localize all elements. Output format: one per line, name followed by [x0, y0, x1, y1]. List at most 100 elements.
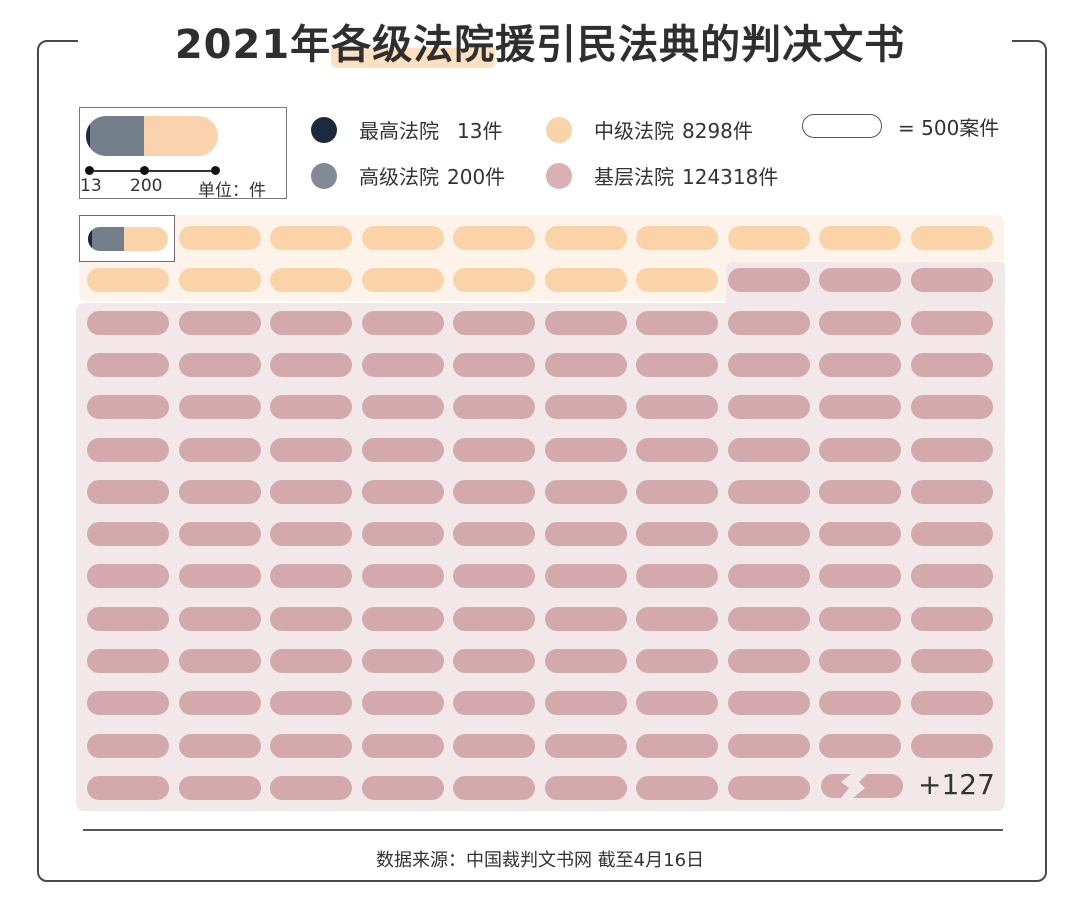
basic-capsule — [361, 437, 444, 462]
basic-capsule — [178, 437, 261, 462]
high-court-portion — [88, 227, 124, 251]
basic-capsule — [453, 691, 535, 716]
high-swatch-icon — [311, 162, 337, 189]
basic-capsule — [87, 649, 169, 673]
basic-capsule — [453, 564, 535, 589]
intermediate-capsule — [87, 268, 169, 293]
intermediate-capsule — [361, 268, 444, 293]
legend-basic: 基层法院 124318件 — [546, 161, 778, 190]
basic-capsule — [453, 775, 535, 800]
supreme-court-portion — [86, 116, 90, 156]
basic-capsule — [361, 479, 444, 504]
intermediate-capsule — [361, 226, 444, 250]
basic-capsule — [727, 606, 810, 631]
basic-capsule — [727, 352, 810, 377]
basic-capsule — [87, 564, 169, 589]
basic-capsule — [178, 775, 261, 800]
basic-capsule — [361, 691, 444, 716]
frame-title-gap — [78, 36, 1012, 46]
intermediate-capsule — [453, 226, 535, 250]
basic-capsule — [636, 310, 718, 335]
basic-capsule — [361, 649, 444, 673]
basic-capsule — [636, 733, 718, 758]
intermediate-capsule — [270, 226, 352, 250]
basic-capsule — [819, 733, 901, 758]
basic-capsule — [178, 564, 261, 589]
basic-capsule — [727, 649, 810, 673]
footer-rule — [83, 829, 1003, 831]
basic-capsule — [178, 691, 261, 716]
basic-capsule — [270, 479, 352, 504]
basic-capsule — [544, 310, 627, 335]
title-highlight: 各级法院 — [331, 22, 496, 68]
basic-capsule — [910, 352, 993, 377]
basic-capsule — [544, 733, 627, 758]
basic-capsule — [819, 606, 901, 631]
basic-capsule — [910, 649, 993, 673]
basic-capsule — [727, 310, 810, 335]
basic-capsule — [453, 606, 535, 631]
basic-capsule — [270, 691, 352, 716]
basic-capsule — [544, 606, 627, 631]
title-suffix: 援引民法典的判决文书 — [495, 22, 906, 68]
basic-capsule — [270, 775, 352, 800]
supreme-swatch-icon — [311, 116, 337, 143]
legend-count: 124318件 — [682, 165, 779, 189]
basic-capsule — [270, 733, 352, 758]
basic-capsule — [87, 479, 169, 504]
legend-label: 高级法院 — [359, 165, 439, 189]
scale-dot — [140, 166, 149, 175]
basic-capsule — [544, 775, 627, 800]
basic-capsule — [910, 479, 993, 504]
basic-capsule — [819, 691, 901, 716]
basic-capsule — [87, 733, 169, 758]
intermediate-capsule — [453, 268, 535, 293]
unit-note: = 500案件 — [898, 116, 1000, 140]
basic-capsule — [910, 733, 993, 758]
scale-label-13: 13 — [80, 176, 102, 196]
basic-capsule — [87, 352, 169, 377]
basic-capsule — [453, 649, 535, 673]
legend-label: 基层法院 — [594, 165, 674, 189]
basic-capsule — [361, 352, 444, 377]
basic-capsule — [910, 437, 993, 462]
basic-capsule — [636, 437, 718, 462]
legend-count: 200件 — [447, 165, 506, 189]
basic-capsule — [270, 437, 352, 462]
overflow-count: +127 — [918, 768, 995, 801]
intermediate-capsule — [819, 226, 901, 250]
basic-capsule — [453, 437, 535, 462]
basic-capsule — [910, 268, 993, 293]
mini-legend-capsule — [86, 116, 218, 156]
legend-supreme: 最高法院 13件 — [311, 115, 502, 144]
basic-capsule — [910, 691, 993, 716]
basic-capsule — [910, 522, 993, 547]
basic-capsule — [361, 733, 444, 758]
basic-capsule — [178, 479, 261, 504]
basic-capsule — [727, 522, 810, 547]
unit-capsule-icon — [802, 114, 882, 138]
basic-capsule — [87, 606, 169, 631]
basic-capsule — [727, 479, 810, 504]
data-source: 数据来源：中国裁判文书网 截至4月16日 — [375, 850, 705, 871]
basic-capsule — [87, 310, 169, 335]
legend-label: 中级法院 — [594, 119, 674, 143]
basic-capsule — [727, 733, 810, 758]
basic-capsule — [819, 352, 901, 377]
basic-capsule — [819, 522, 901, 547]
basic-capsule — [178, 352, 261, 377]
basic-capsule — [361, 606, 444, 631]
basic-capsule — [361, 395, 444, 420]
basic-capsule — [819, 395, 901, 420]
basic-capsule — [544, 395, 627, 420]
basic-capsule — [727, 437, 810, 462]
basic-capsule — [87, 775, 169, 800]
basic-capsule — [636, 522, 718, 547]
basic-capsule — [727, 691, 810, 716]
basic-capsule — [453, 352, 535, 377]
basic-capsule — [453, 310, 535, 335]
basic-capsule — [178, 649, 261, 673]
unit-label: 单位：件 — [198, 181, 266, 201]
basic-capsule — [270, 564, 352, 589]
basic-capsule — [361, 522, 444, 547]
